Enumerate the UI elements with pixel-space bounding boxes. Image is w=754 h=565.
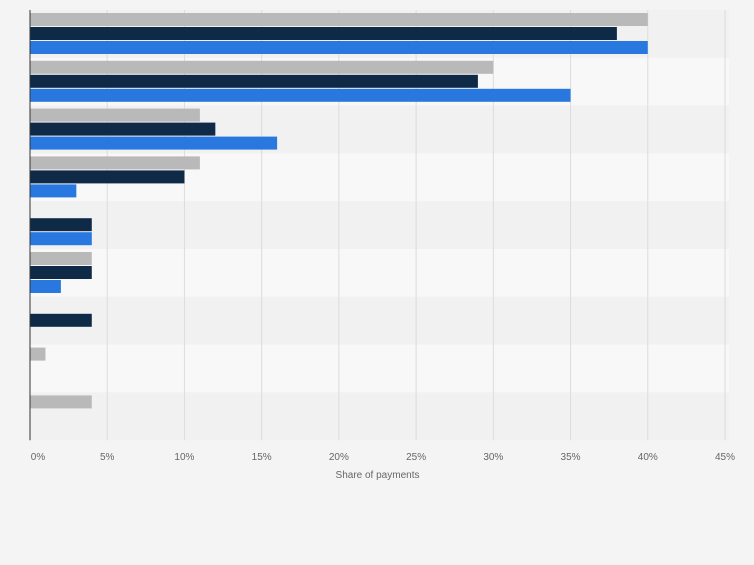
- bar: [30, 27, 617, 40]
- row-band: [30, 201, 729, 249]
- bar: [30, 313, 92, 327]
- bar: [30, 395, 92, 409]
- row-bands: [30, 10, 729, 441]
- row-band: [30, 344, 729, 393]
- bar: [30, 252, 92, 265]
- x-tick-label: 10%: [174, 452, 194, 463]
- bar: [30, 232, 92, 246]
- x-tick-labels: 0% 5% 10% 15% 20% 25% 30% 35% 40% 45%: [31, 452, 735, 463]
- bar: [30, 266, 92, 279]
- bar: [30, 184, 77, 198]
- row-band: [30, 392, 729, 441]
- x-tick-label: 40%: [638, 452, 658, 463]
- bar: [30, 218, 92, 232]
- bar: [30, 156, 200, 170]
- bar: [30, 136, 278, 150]
- x-tick-label: 45%: [715, 452, 735, 463]
- bar: [30, 74, 478, 88]
- bar: [30, 108, 200, 122]
- x-tick-label: 0%: [31, 452, 46, 463]
- x-axis-title: Share of payments: [336, 470, 420, 481]
- x-tick-label: 20%: [329, 452, 349, 463]
- bar: [30, 13, 648, 26]
- bar: [30, 170, 185, 184]
- bars: [30, 13, 648, 409]
- bar: [30, 41, 648, 54]
- bar: [30, 122, 216, 136]
- x-tick-label: 35%: [561, 452, 581, 463]
- row-band: [30, 296, 729, 345]
- bar: [30, 280, 61, 293]
- row-band: [30, 249, 729, 297]
- bar: [30, 88, 571, 102]
- x-tick-label: 30%: [483, 452, 503, 463]
- bar: [30, 347, 46, 361]
- x-tick-label: 5%: [100, 452, 115, 463]
- bar: [30, 60, 494, 74]
- x-tick-label: 15%: [252, 452, 272, 463]
- x-tick-label: 25%: [406, 452, 426, 463]
